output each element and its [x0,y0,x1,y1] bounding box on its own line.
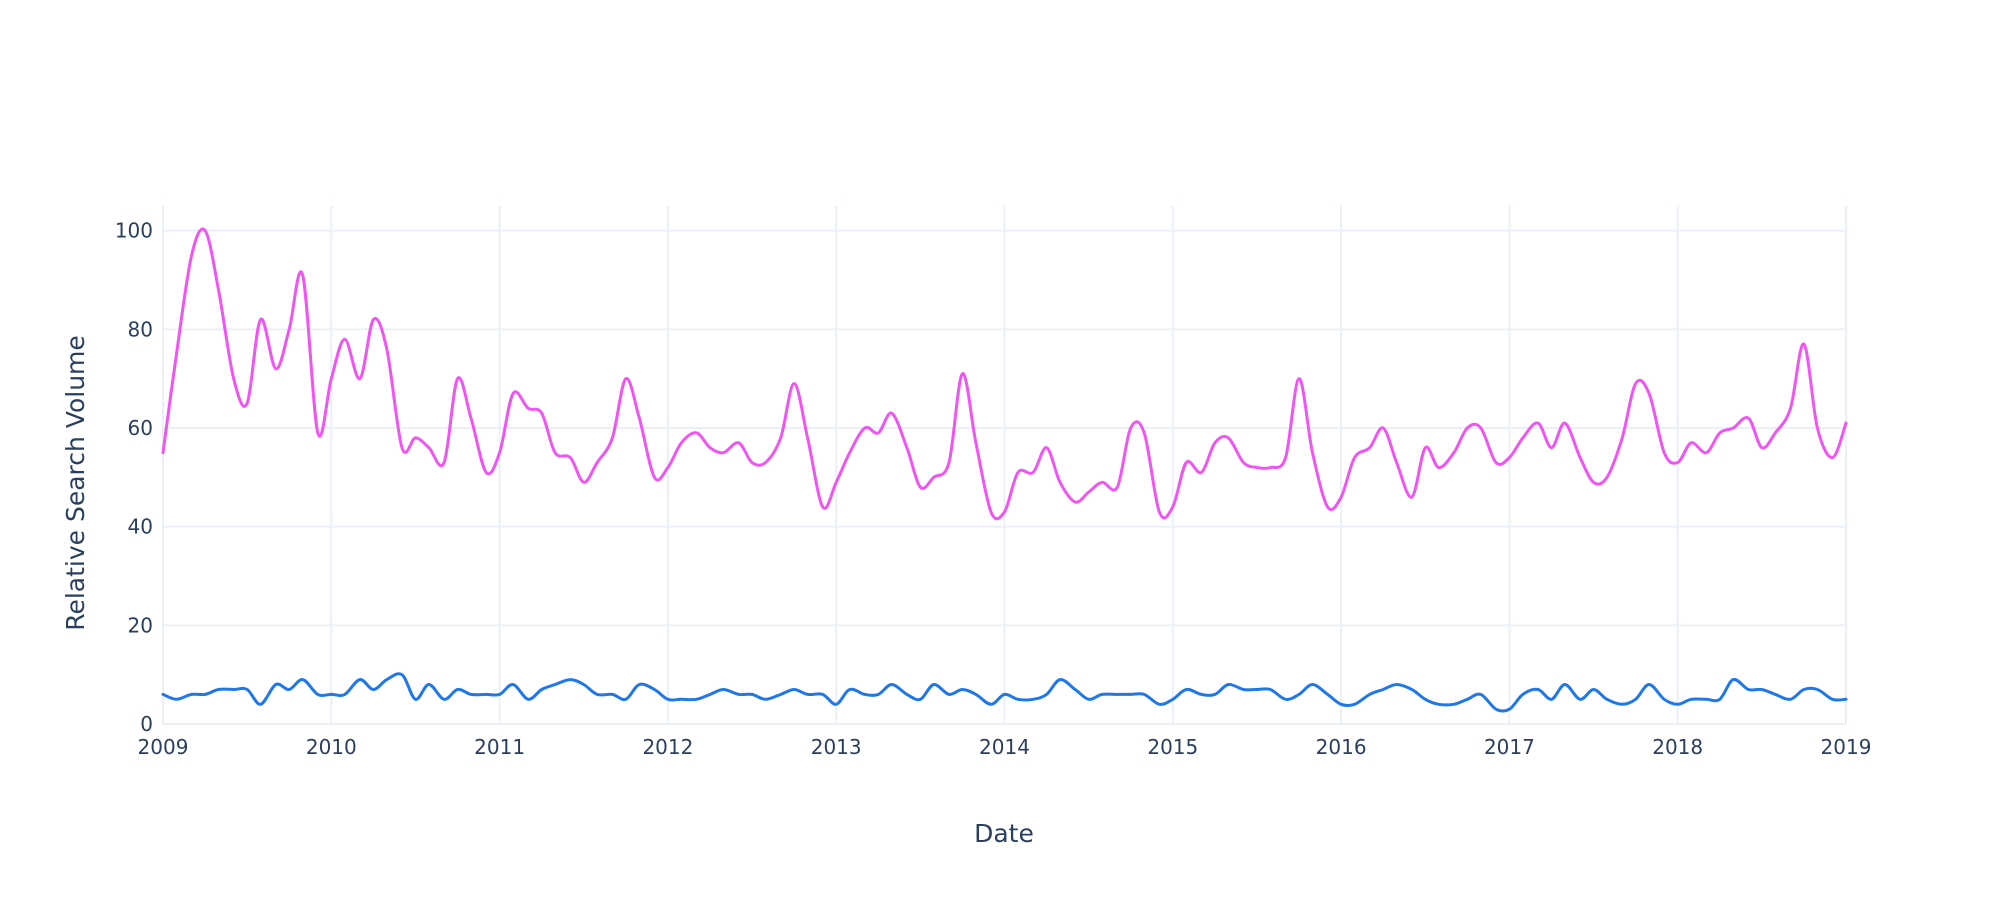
x-axis-title: Date [974,819,1034,848]
series-line-2 [161,672,1848,713]
x-tick-label: 2010 [306,735,357,759]
x-tick-label: 2015 [1147,735,1198,759]
x-tick-label: 2019 [1821,735,1872,759]
x-tick-label: 2012 [642,735,693,759]
x-tick-label: 2017 [1484,735,1535,759]
x-tick-label: 2011 [474,735,525,759]
x-tick-label: 2009 [138,735,189,759]
x-tick-label: 2014 [979,735,1030,759]
x-tick-label: 2018 [1652,735,1703,759]
series-line-1 [161,227,1848,521]
y-axis-title: Relative Search Volume [61,335,90,631]
x-tick-labels: 2009 2010 2011 2012 2013 2014 2015 2016 2017 2018… [138,735,1872,759]
y-tick-label: 60 [128,416,153,440]
grid-layer [162,206,1847,725]
y-tick-labels: 0 20 40 60 80 100 [115,219,153,736]
y-tick-label: 80 [128,317,153,341]
y-tick-label: 0 [140,712,153,736]
series-layer [161,227,1848,713]
y-tick-label: 100 [115,219,153,243]
y-tick-label: 20 [128,613,153,637]
x-tick-label: 2016 [1316,735,1367,759]
x-tick-label: 2013 [811,735,862,759]
y-tick-label: 40 [128,515,153,539]
